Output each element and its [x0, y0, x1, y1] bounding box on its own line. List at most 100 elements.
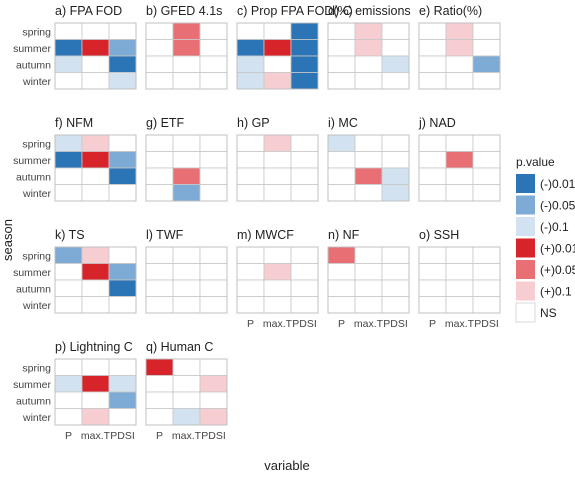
- heatmap-cell: [108, 263, 137, 281]
- panel-title: a) FPA FOD: [55, 4, 122, 18]
- heatmap-cell: [81, 375, 110, 393]
- heatmap-cell: [172, 375, 201, 393]
- panel-border: [54, 134, 137, 202]
- heatmap-cell: [54, 296, 83, 314]
- heatmap-cell: [199, 72, 228, 90]
- facet-panels: a) FPA FOD spring summer autumn winter b) GFE…: [13, 4, 501, 442]
- heatmap-cell: [199, 184, 228, 202]
- legend-swatch: [516, 260, 535, 279]
- heatmap-cell: [418, 167, 447, 185]
- panel-3: c) Prop FPA FOD(%): [236, 4, 353, 90]
- heatmap-cell: [108, 375, 137, 393]
- legend-swatch: [515, 302, 536, 323]
- heatmap-cell: [472, 72, 501, 90]
- legend-swatch: [516, 195, 535, 215]
- heatmap-cell: [381, 72, 410, 90]
- heatmap-cell: [236, 246, 265, 264]
- heatmap-cell: [199, 279, 228, 297]
- panel-10: j) NAD: [418, 116, 501, 202]
- panel-title: k) TS: [55, 228, 85, 242]
- heatmap-cell: [290, 22, 319, 40]
- y-tick-label: spring: [22, 362, 51, 374]
- heatmap-cell: [263, 296, 292, 314]
- panel-4: d) C emissions: [327, 4, 411, 90]
- heatmap-cell: [54, 358, 83, 376]
- heatmap-cell: [172, 72, 201, 90]
- y-tick-label: summer: [13, 379, 51, 391]
- heatmap-cell: [327, 22, 356, 40]
- heatmap-cell: [445, 134, 474, 152]
- heatmap-cell: [263, 22, 292, 40]
- heatmap-cell: [172, 246, 201, 264]
- heatmap-cell: [418, 263, 447, 281]
- x-tick-label: PDSI: [292, 318, 317, 330]
- heatmap-cell: [81, 184, 110, 202]
- y-tick-label: spring: [22, 138, 51, 150]
- y-tick-label: autumn: [16, 395, 51, 407]
- y-tick-label: winter: [22, 300, 52, 312]
- legend-label: (+)0.01: [540, 242, 575, 256]
- legend-label: (-)0.05: [540, 199, 575, 213]
- panel-title: f) NFM: [55, 116, 93, 130]
- heatmap-cell: [290, 184, 319, 202]
- heatmap-cell: [172, 408, 201, 426]
- panel-border: [145, 134, 228, 202]
- heatmap-cell: [354, 72, 383, 90]
- heatmap-cell: [81, 279, 110, 297]
- heatmap-cell: [199, 263, 228, 281]
- x-tick-label: P: [429, 318, 436, 330]
- heatmap-cell: [327, 151, 356, 169]
- x-tick-label: P: [247, 318, 254, 330]
- heatmap-cell: [81, 167, 110, 185]
- panel-border: [54, 358, 137, 426]
- heatmap-cell: [199, 151, 228, 169]
- heatmap-cell: [172, 22, 201, 40]
- heatmap-cell: [81, 358, 110, 376]
- heatmap-cell: [199, 358, 228, 376]
- heatmap-cell: [172, 55, 201, 73]
- panel-border: [418, 246, 501, 314]
- panel-title: q) Human C: [146, 340, 213, 354]
- heatmap-cell: [354, 263, 383, 281]
- heatmap-cell: [54, 134, 83, 152]
- panel-border: [54, 246, 137, 314]
- heatmap-cell: [354, 22, 383, 40]
- heatmap-cell: [327, 72, 356, 90]
- heatmap-cell: [418, 55, 447, 73]
- panel-2: b) GFED 4.1s: [145, 4, 228, 90]
- x-tick-label: PDSI: [383, 318, 408, 330]
- x-tick-label: P: [65, 430, 72, 442]
- heatmap-cell: [108, 246, 137, 264]
- heatmap-cell: [381, 279, 410, 297]
- heatmap-cell: [108, 279, 137, 297]
- heatmap-cell: [327, 167, 356, 185]
- heatmap-cell: [199, 408, 228, 426]
- heatmap-cell: [145, 72, 174, 90]
- heatmap-cell: [472, 279, 501, 297]
- panel-5: e) Ratio(%): [418, 4, 501, 90]
- heatmap-cell: [108, 358, 137, 376]
- legend-swatch: [516, 281, 535, 301]
- heatmap-cell: [236, 296, 265, 314]
- heatmap-cell: [354, 279, 383, 297]
- heatmap-cell: [354, 134, 383, 152]
- heatmap-cell: [445, 296, 474, 314]
- heatmap-cell: [145, 358, 174, 376]
- panel-title: p) Lightning C: [55, 340, 133, 354]
- y-tick-label: autumn: [16, 59, 51, 71]
- panel-title: l) TWF: [146, 228, 184, 242]
- heatmap-cell: [236, 134, 265, 152]
- heatmap-cell: [145, 134, 174, 152]
- y-tick-label: spring: [22, 250, 51, 262]
- panel-border: [236, 134, 319, 202]
- heatmap-cell: [263, 246, 292, 264]
- heatmap-cell: [354, 296, 383, 314]
- legend: p.value (-)0.01 (-)0.05 (-)0.1 (+)0.01 (+)0.…: [515, 155, 575, 323]
- heatmap-cell: [290, 167, 319, 185]
- heatmap-cell: [108, 72, 137, 90]
- panel-17: q) Human C P max.T PDSI: [145, 340, 228, 442]
- heatmap-cell: [172, 151, 201, 169]
- panel-title: i) MC: [328, 116, 358, 130]
- heatmap-cell: [81, 296, 110, 314]
- panel-8: h) GP: [236, 116, 319, 202]
